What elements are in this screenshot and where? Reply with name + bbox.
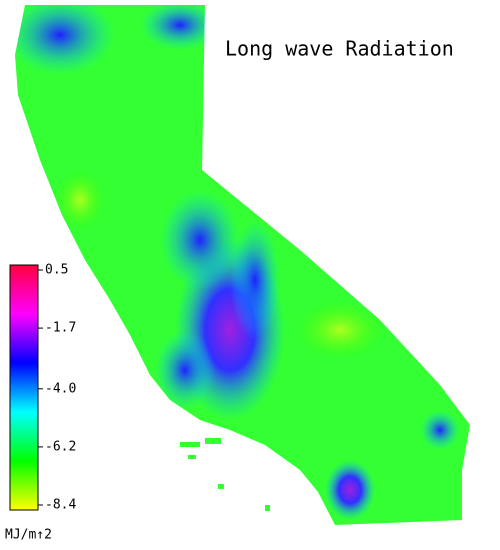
colorbar-tick-label: 0.5	[45, 263, 68, 278]
colorbar-tick-label: -6.2	[45, 439, 76, 454]
islands	[180, 438, 270, 511]
colorbar-tick-label: -8.4	[45, 498, 76, 513]
colorbar	[9, 264, 39, 511]
colorbar-tick-label: -4.0	[45, 381, 76, 396]
colorbar-tick-label: -1.7	[45, 321, 76, 336]
map-title: Long wave Radiation	[225, 37, 454, 61]
colorbar-unit: MJ/m↑2	[5, 528, 52, 543]
